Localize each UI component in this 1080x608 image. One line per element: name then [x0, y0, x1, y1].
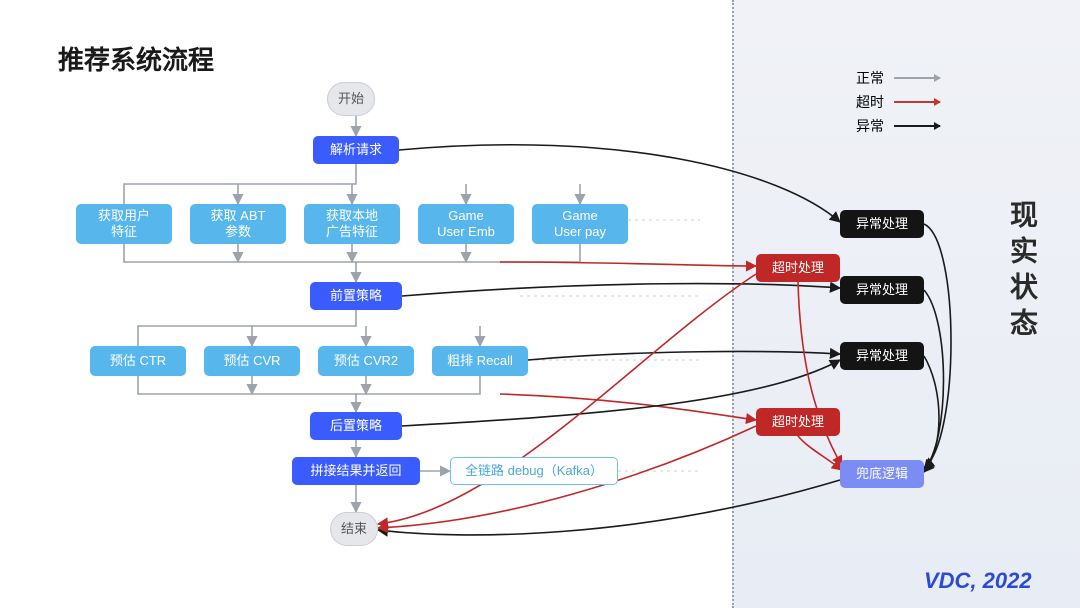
node-ex3: 异常处理: [840, 342, 924, 370]
node-p3: 预估 CVR2: [318, 346, 414, 376]
legend-item: 异常: [856, 116, 940, 136]
node-f2: 获取 ABT 参数: [190, 204, 286, 244]
node-debug: 全链路 debug（Kafka）: [450, 457, 618, 485]
node-f1: 获取用户 特征: [76, 204, 172, 244]
node-to1: 超时处理: [756, 254, 840, 282]
legend-label: 异常: [856, 116, 884, 136]
legend-line: [894, 101, 940, 103]
node-ex2: 异常处理: [840, 276, 924, 304]
node-fb: 兜底逻辑: [840, 460, 924, 488]
node-ret: 拼接结果并返回: [292, 457, 420, 485]
node-end: 结束: [330, 512, 378, 546]
node-f3: 获取本地 广告特征: [304, 204, 400, 244]
node-start: 开始: [327, 82, 375, 116]
legend-item: 超时: [856, 92, 940, 112]
legend-line: [894, 125, 940, 127]
legend-item: 正常: [856, 68, 940, 88]
node-p1: 预估 CTR: [90, 346, 186, 376]
legend-line: [894, 77, 940, 79]
brand-mark: VDC, 2022: [924, 568, 1032, 594]
node-p4: 粗排 Recall: [432, 346, 528, 376]
page-title: 推荐系统流程: [58, 40, 214, 77]
node-to2: 超时处理: [756, 408, 840, 436]
side-label: 现实状态: [1002, 200, 1042, 344]
node-pre: 前置策略: [310, 282, 402, 310]
node-f4: Game User Emb: [418, 204, 514, 244]
legend-label: 超时: [856, 92, 884, 112]
node-p2: 预估 CVR: [204, 346, 300, 376]
node-ex1: 异常处理: [840, 210, 924, 238]
node-post: 后置策略: [310, 412, 402, 440]
node-f5: Game User pay: [532, 204, 628, 244]
node-parse: 解析请求: [313, 136, 399, 164]
legend-label: 正常: [856, 68, 884, 88]
